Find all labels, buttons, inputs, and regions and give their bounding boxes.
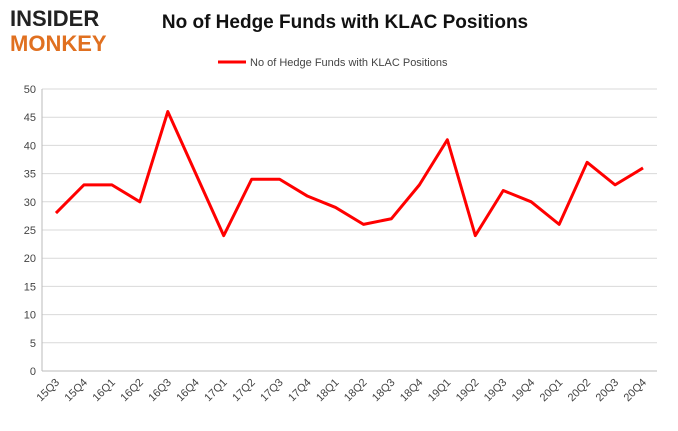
- y-tick-label: 5: [30, 338, 36, 350]
- y-tick-label: 25: [24, 225, 36, 237]
- logo-line2: MONKEY: [10, 31, 107, 56]
- logo-line1: INSIDER: [10, 6, 99, 31]
- series-line: [54, 110, 644, 238]
- y-tick-label: 35: [24, 169, 36, 181]
- y-tick-label: 15: [24, 281, 36, 293]
- y-tick-label: 0: [30, 366, 36, 378]
- y-tick-label: 30: [24, 197, 36, 209]
- legend-label: No of Hedge Funds with KLAC Positions: [250, 57, 448, 69]
- y-tick-label: 40: [24, 140, 36, 152]
- chart-title: No of Hedge Funds with KLAC Positions: [162, 12, 528, 33]
- y-tick-label: 50: [24, 84, 36, 96]
- y-tick-label: 10: [24, 310, 36, 322]
- y-tick-label: 20: [24, 253, 36, 265]
- y-tick-label: 45: [24, 112, 36, 124]
